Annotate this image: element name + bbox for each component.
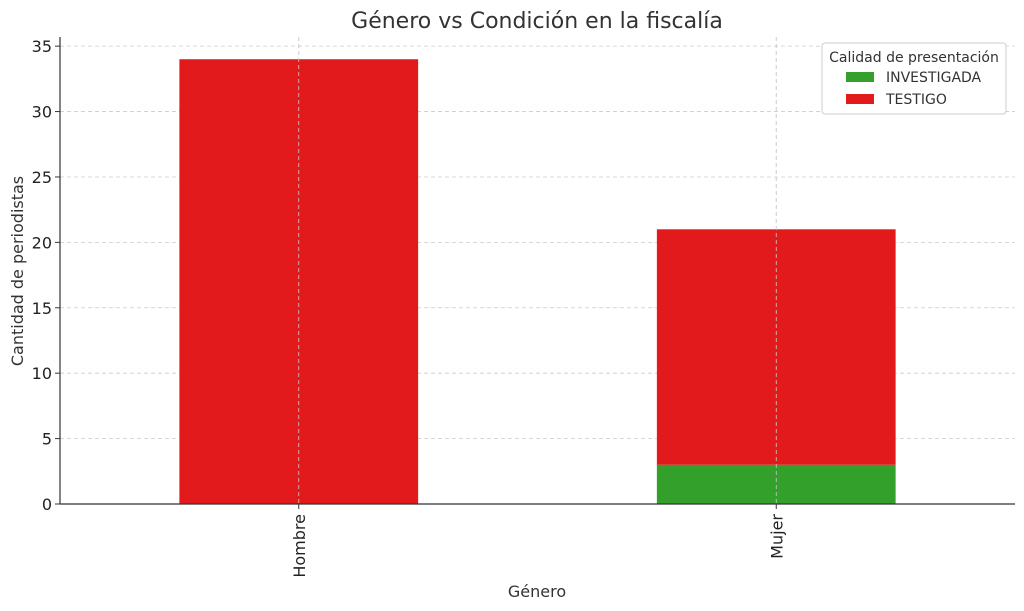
y-tick-label: 20 xyxy=(32,233,52,252)
x-tick-label-hombre: Hombre xyxy=(290,514,309,578)
legend-swatch-testigo xyxy=(846,94,874,104)
legend-items: INVESTIGADA TESTIGO xyxy=(846,70,982,108)
y-tick-label: 30 xyxy=(32,103,52,122)
y-axis-label: Cantidad de periodistas xyxy=(8,176,27,366)
bars xyxy=(179,37,896,504)
x-ticks: Hombre Mujer xyxy=(290,504,786,578)
chart-title: Género vs Condición en la fiscalía xyxy=(351,9,723,34)
y-tick-label: 5 xyxy=(42,430,52,449)
y-tick-label: 0 xyxy=(42,495,52,514)
y-tick-label: 15 xyxy=(32,299,52,318)
x-tick-label-mujer: Mujer xyxy=(767,514,786,559)
bar-mujer-investigada xyxy=(656,464,896,504)
y-tick-label: 35 xyxy=(32,37,52,56)
legend-swatch-investigada xyxy=(846,72,874,82)
axes xyxy=(59,37,1015,505)
legend: Calidad de presentación INVESTIGADA TESTI… xyxy=(821,42,1007,115)
legend-title: Calidad de presentación xyxy=(829,50,999,66)
legend-label-testigo: TESTIGO xyxy=(885,92,947,108)
y-tick-label: 10 xyxy=(32,364,52,383)
legend-label-investigada: INVESTIGADA xyxy=(886,70,982,86)
x-axis-label: Género xyxy=(508,582,566,601)
y-ticks: 0 5 10 15 20 25 30 35 xyxy=(32,37,60,514)
y-tick-label: 25 xyxy=(32,168,52,187)
